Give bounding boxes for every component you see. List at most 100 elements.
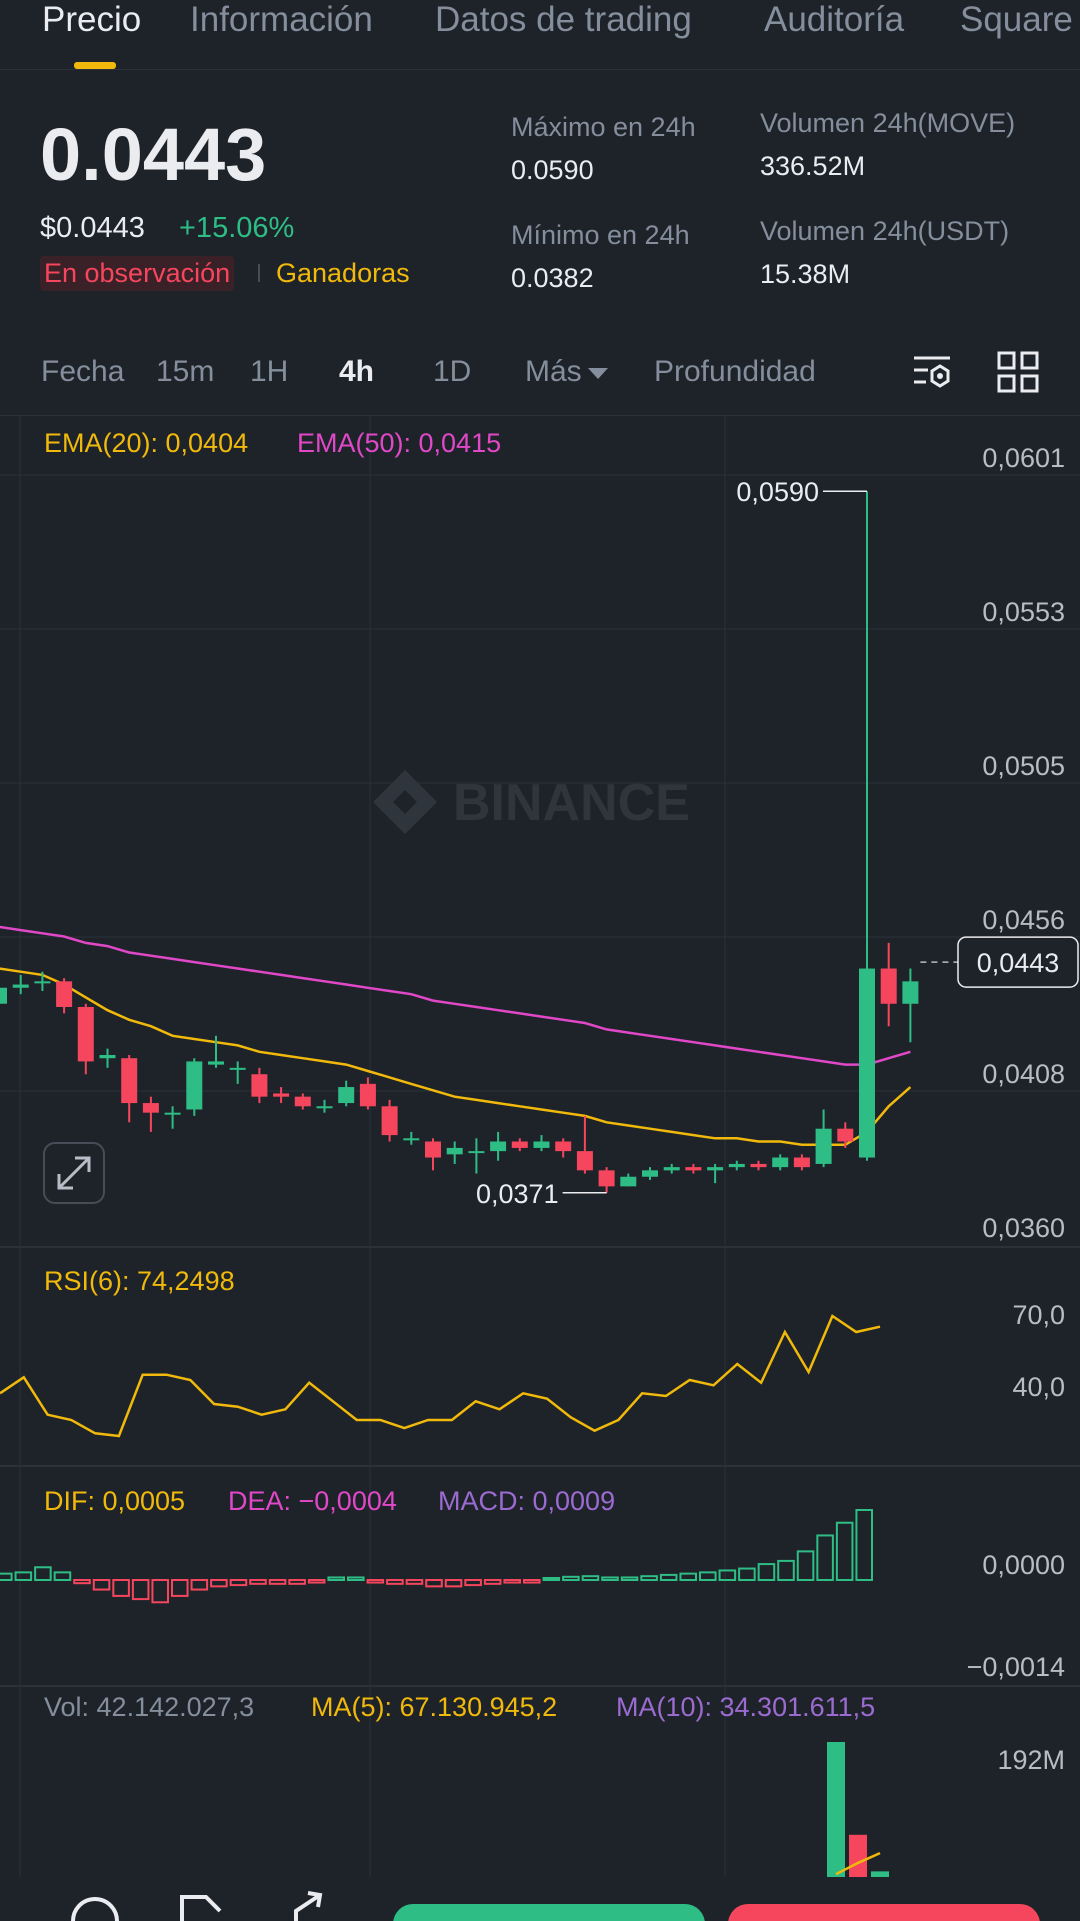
top-tabs: Precio Información Datos de trading Audi… xyxy=(0,0,1080,70)
macd-label: MACD: 0,0009 xyxy=(438,1486,616,1516)
dea-label: DEA: −0,0004 xyxy=(228,1486,397,1516)
candle-body xyxy=(728,1163,745,1168)
macd-bar xyxy=(601,1576,619,1582)
chart-settings-icon[interactable] xyxy=(910,350,954,394)
candle-body xyxy=(56,981,73,1007)
macd-bar xyxy=(53,1571,72,1582)
macd-bar xyxy=(92,1579,111,1591)
macd-bar xyxy=(620,1576,639,1582)
tab-datos-trading[interactable]: Datos de trading xyxy=(435,0,692,39)
tf-4h[interactable]: 4h xyxy=(339,355,375,388)
candle-body xyxy=(12,984,29,988)
axis-price-0: 0,0601 xyxy=(982,443,1065,473)
candle-body xyxy=(229,1067,246,1070)
ema20-line xyxy=(0,967,912,1146)
axis-price-4: 0,0408 xyxy=(982,1059,1065,1089)
tab-square[interactable]: Square xyxy=(960,0,1073,39)
macd-bar xyxy=(659,1573,678,1581)
macd-bar xyxy=(640,1575,658,1581)
tf-1d[interactable]: 1D xyxy=(433,355,472,388)
macd-bar xyxy=(483,1579,502,1585)
tf-depth[interactable]: Profundidad xyxy=(654,355,816,388)
grid-layout-icon[interactable] xyxy=(996,350,1040,394)
candle-body xyxy=(77,1006,94,1062)
macd-bar xyxy=(777,1559,795,1581)
candle-body xyxy=(425,1141,441,1158)
candle-body xyxy=(555,1141,572,1152)
rsi-line xyxy=(0,1314,881,1438)
tf-more[interactable]: Más xyxy=(525,355,608,389)
ema20-label: EMA(20): 0,0404 xyxy=(44,428,249,458)
expand-icon xyxy=(57,1156,91,1190)
vol-label: Vol: 42.142.027,3 xyxy=(44,1692,255,1722)
tab-auditoria[interactable]: Auditoría xyxy=(764,0,905,39)
caret-down-icon xyxy=(587,367,608,379)
share-icon[interactable] xyxy=(294,1891,323,1921)
candle-body xyxy=(750,1163,767,1168)
watch-tag[interactable]: En observación xyxy=(40,256,235,291)
candle-body xyxy=(663,1167,680,1171)
candle-body xyxy=(34,981,51,984)
candle-body xyxy=(707,1167,724,1171)
candle-body xyxy=(381,1106,398,1136)
high-marker-label: 0,0590 xyxy=(736,477,819,507)
axis-vol-192m: 192M xyxy=(997,1745,1065,1775)
tab-informacion[interactable]: Información xyxy=(190,0,373,39)
watermark-text: BINANCE xyxy=(453,774,690,832)
candle-body xyxy=(490,1141,507,1152)
sell-button[interactable] xyxy=(728,1904,1040,1921)
candle-body xyxy=(468,1151,485,1154)
dif-label: DIF: 0,0005 xyxy=(44,1486,186,1516)
candle-body xyxy=(642,1170,658,1177)
macd-bar xyxy=(444,1579,463,1588)
macd-bar xyxy=(151,1579,169,1604)
axis-price-5: 0,0360 xyxy=(982,1213,1065,1243)
chat-icon[interactable] xyxy=(71,1897,119,1921)
macd-bar xyxy=(738,1567,756,1581)
macd-bar xyxy=(503,1579,522,1584)
candle-body xyxy=(142,1103,159,1113)
candle-body xyxy=(359,1083,376,1107)
tf-more-label: Más xyxy=(525,355,582,388)
macd-bar xyxy=(307,1579,326,1584)
tf-15m[interactable]: 15m xyxy=(156,355,215,388)
volume-bar xyxy=(827,1742,845,1877)
macd-bar xyxy=(171,1579,189,1597)
vol-quote-label: Volumen 24h(USDT) xyxy=(760,216,1010,246)
macd-bar xyxy=(386,1579,404,1585)
vol-base-value: 336.52M xyxy=(760,151,866,181)
macd-bar xyxy=(249,1579,267,1585)
candle-body xyxy=(316,1106,333,1109)
macd-bar xyxy=(190,1579,209,1591)
high-24h-value: 0.0590 xyxy=(511,155,594,185)
tf-1h[interactable]: 1H xyxy=(250,355,289,388)
price-usd: $0.0443 xyxy=(40,212,145,244)
macd-bar xyxy=(581,1575,600,1581)
ma5-label: MA(5): 67.130.945,2 xyxy=(311,1692,558,1722)
axis-price-3: 0,0456 xyxy=(982,905,1065,935)
tf-fecha[interactable]: Fecha xyxy=(41,355,125,388)
high-24h-label: Máximo en 24h xyxy=(511,112,696,142)
candlestick-chart[interactable]: BINANCE 0,0590 0,0371 0,0443 xyxy=(0,415,1080,1877)
winners-tag[interactable]: Ganadoras xyxy=(276,258,410,288)
low-marker-label: 0,0371 xyxy=(476,1179,559,1209)
ema50-line xyxy=(0,925,911,1066)
macd-bar xyxy=(816,1534,834,1582)
star-icon[interactable] xyxy=(180,1895,222,1921)
macd-bar xyxy=(679,1572,698,1581)
candle-body xyxy=(121,1058,138,1104)
macd-bar xyxy=(268,1579,287,1585)
candle-body xyxy=(598,1170,615,1187)
macd-bar xyxy=(366,1579,385,1584)
macd-bar xyxy=(464,1579,482,1587)
macd-bar xyxy=(112,1579,130,1597)
macd-bar xyxy=(855,1509,874,1581)
buy-button[interactable] xyxy=(393,1904,705,1921)
macd-bar xyxy=(523,1579,541,1584)
axis-macd-0: 0,0000 xyxy=(982,1550,1065,1580)
bottom-action-bar xyxy=(71,1891,1040,1921)
macd-bar xyxy=(73,1579,91,1585)
tab-precio[interactable]: Precio xyxy=(42,0,142,39)
candle-body xyxy=(685,1167,702,1171)
expand-chart-button[interactable] xyxy=(43,1142,105,1204)
